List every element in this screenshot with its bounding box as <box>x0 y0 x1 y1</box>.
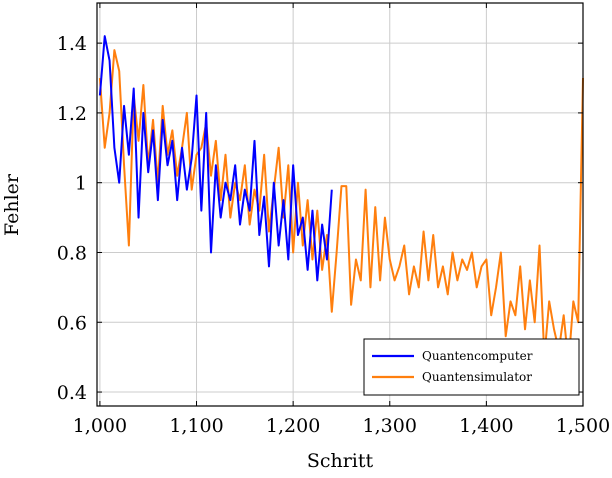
legend-label-quantensimulator: Quantensimulator <box>422 370 532 384</box>
x-tick-label: 1,500 <box>556 415 610 437</box>
series-line-quantencomputer <box>100 36 332 280</box>
legend-label-quantencomputer: Quantencomputer <box>422 349 533 363</box>
y-tick-label: 1.4 <box>57 33 87 55</box>
series-line-quantensimulator <box>100 50 583 364</box>
legend: Quantencomputer Quantensimulator <box>364 339 579 395</box>
y-axis-title: Fehler <box>1 173 23 236</box>
y-tick-label: 0.4 <box>57 382 87 404</box>
x-tick-label: 1,400 <box>459 415 513 437</box>
y-tick-label: 1 <box>75 173 87 195</box>
x-tick-label: 1,300 <box>363 415 417 437</box>
y-tick-label: 0.6 <box>57 312 87 334</box>
x-tick-label: 1,200 <box>266 415 320 437</box>
y-tick-label: 1.2 <box>57 103 87 125</box>
x-tick-label: 1,100 <box>169 415 223 437</box>
x-axis-title: Schritt <box>307 450 374 472</box>
x-tick-label: 1,000 <box>73 415 127 437</box>
series-layer <box>100 36 583 364</box>
legend-box <box>364 339 579 395</box>
y-tick-label: 0.8 <box>57 242 87 264</box>
